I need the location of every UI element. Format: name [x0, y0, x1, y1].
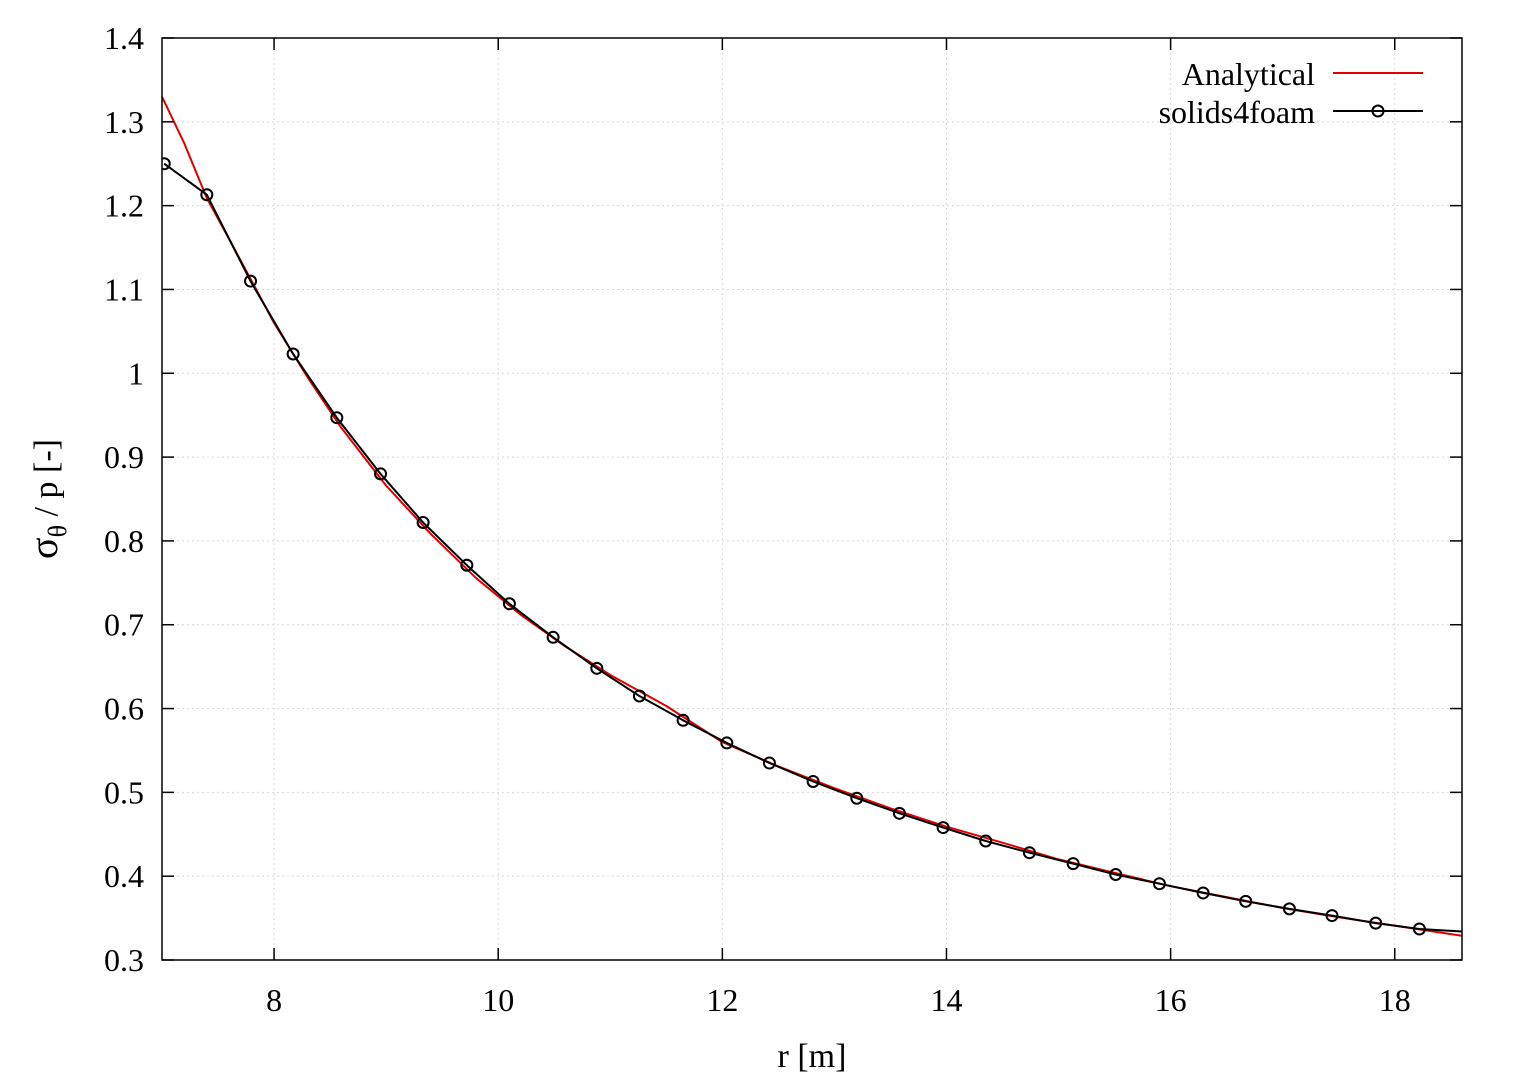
data-point-solids4foam [546, 630, 560, 644]
series-layer [162, 96, 1462, 937]
y-tick-label: 1.2 [104, 188, 144, 224]
ticks [162, 37, 1462, 961]
data-point-solids4foam [1109, 868, 1123, 882]
data-point-solids4foam [1196, 886, 1210, 900]
data-point-solids4foam [416, 515, 430, 529]
series-line-solids4foam [163, 162, 1462, 933]
legend-label-analytical: Analytical [1182, 56, 1315, 92]
data-point-solids4foam [1239, 894, 1253, 908]
data-point-solids4foam [286, 347, 300, 361]
data-point-solids4foam [244, 274, 258, 288]
y-tick-label: 1.1 [104, 271, 144, 307]
data-point-solids4foam [1325, 909, 1339, 923]
data-point-solids4foam [330, 411, 344, 425]
grid [162, 38, 1462, 960]
y-tick-label: 1 [128, 355, 144, 391]
plot-frame [161, 37, 1463, 961]
y-tick-label: 0.4 [104, 858, 144, 894]
series-solids4foam [162, 157, 1462, 936]
legend-label-solids4foam: solids4foam [1159, 94, 1316, 130]
data-point-solids4foam [720, 736, 734, 750]
y-tick-label: 0.9 [104, 439, 144, 475]
data-point-solids4foam [1066, 857, 1080, 871]
data-point-solids4foam [374, 467, 388, 481]
x-tick-label: 18 [1379, 982, 1411, 1018]
legend: Analytical solids4foam [1159, 56, 1423, 130]
data-point-solids4foam [892, 806, 906, 820]
y-axis-label-subscript: θ [43, 525, 72, 537]
y-axis-label: σθ / p [-] [21, 439, 72, 559]
data-point-solids4foam [676, 713, 690, 727]
data-point-solids4foam [162, 157, 171, 171]
data-point-solids4foam [1152, 877, 1166, 891]
x-tick-label: 10 [482, 982, 514, 1018]
data-point-solids4foam [850, 791, 864, 805]
data-point-solids4foam [1022, 846, 1036, 860]
y-axis-label-main: σ [21, 537, 66, 559]
y-axis-label-rest: / p [-] [28, 439, 65, 525]
y-tick-label: 1.3 [104, 104, 144, 140]
data-point-solids4foam [979, 834, 993, 848]
y-tick-label: 1.4 [104, 20, 144, 56]
y-tick-label: 0.7 [104, 607, 144, 643]
x-tick-label: 16 [1155, 982, 1187, 1018]
tick-labels: 0.3 0.4 0.5 0.6 0.7 0.8 0.9 1 1.1 1.2 1.3 1.4 8 10 12 1… [104, 20, 1411, 1018]
y-tick-label: 0.3 [104, 942, 144, 978]
legend-marker-solids4foam [1371, 104, 1385, 118]
data-point-solids4foam [1282, 902, 1296, 916]
y-tick-label: 0.8 [104, 523, 144, 559]
y-tick-label: 0.5 [104, 774, 144, 810]
series-line-analytical [162, 96, 1462, 937]
data-point-solids4foam [936, 821, 950, 835]
x-tick-label: 8 [266, 982, 282, 1018]
x-tick-label: 12 [706, 982, 738, 1018]
data-point-solids4foam [460, 558, 474, 572]
x-tick-label: 14 [930, 982, 962, 1018]
data-point-solids4foam [1412, 922, 1426, 936]
data-point-solids4foam [1369, 916, 1383, 930]
data-point-solids4foam [806, 774, 820, 788]
data-point-solids4foam [590, 661, 604, 675]
data-point-solids4foam [632, 689, 646, 703]
data-point-solids4foam [200, 188, 214, 202]
series-analytical [162, 96, 1462, 937]
y-tick-label: 0.6 [104, 691, 144, 727]
x-axis-label: r [m] [778, 1038, 847, 1075]
data-point-solids4foam [762, 756, 776, 770]
data-point-solids4foam [502, 597, 516, 611]
